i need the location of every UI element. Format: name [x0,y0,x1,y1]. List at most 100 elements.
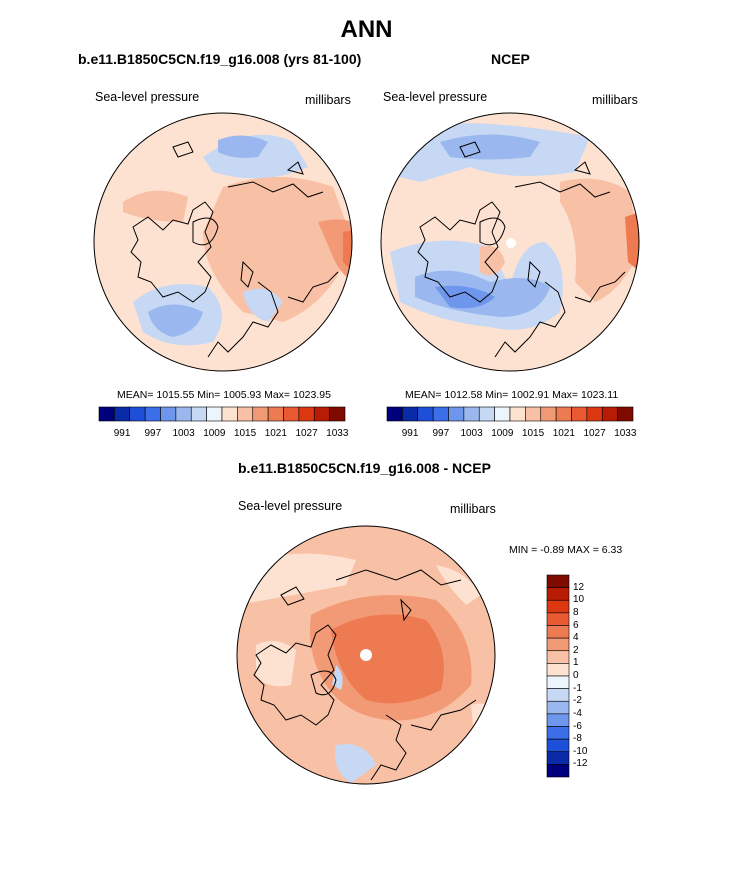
colorbar-box [237,406,254,422]
colorbar-box [114,406,131,422]
colorbar-box [546,764,570,778]
colorbar-tick-label: 1033 [326,428,349,439]
colorbar-box [509,406,526,422]
colorbar-tick-label: 1021 [552,428,575,439]
colorbar-box [298,406,315,422]
panel3-stats: MIN = -0.89 MAX = 6.33 [509,544,623,556]
colorbar-box [546,726,570,740]
colorbar-box [601,406,618,422]
colorbar-box [546,637,570,652]
colorbar-tick-label: -10 [573,745,588,757]
colorbar-tick-label: 1003 [172,428,195,439]
colorbar-box [494,406,511,422]
colorbar-box [386,406,403,422]
colorbar-box [525,406,542,422]
colorbar-tick-label: 991 [113,428,131,439]
colorbar-box [432,406,449,422]
panel2-stats: MEAN= 1012.58 Min= 1002.91 Max= 1023.11 [405,389,619,401]
colorbar-tick-label: 6 [573,619,579,631]
colorbar-tick-label: 8 [573,606,579,618]
colorbar-tick-label: 10 [573,594,585,606]
colorbar-box [546,751,570,765]
colorbar-box [546,663,570,677]
colorbar-box [546,738,570,753]
colorbar-box [313,406,330,422]
colorbar-box [160,406,177,422]
colorbar-tick-label: 2 [573,644,579,656]
colorbar-box [175,406,192,422]
colorbar-tick-label: 997 [432,428,450,439]
panel2-map [380,112,640,372]
colorbar-tick-label: 1015 [521,428,545,439]
colorbar-tick-label: -2 [573,695,582,707]
colorbar-box [463,406,480,422]
colorbar-tick-label: 997 [144,428,162,439]
panel2-title: NCEP [491,51,530,67]
panel1-variable-label: Sea-level pressure [95,90,200,104]
colorbar-box [417,406,434,422]
colorbar-tick-label: 1009 [491,428,514,439]
colorbar-tick-label: 1027 [295,428,318,439]
colorbar-tick-label: 4 [573,632,579,644]
colorbar-tick-label: 1033 [614,428,637,439]
panel1-colorbar [98,406,346,422]
colorbar-box [546,612,570,626]
colorbar-tick-label: 1009 [203,428,226,439]
colorbar-tick-label: 1015 [233,428,257,439]
panel2-variable-label: Sea-level pressure [383,90,488,104]
colorbar-box [546,675,570,689]
panel2-units-label: millibars [592,93,638,107]
colorbar-box [617,406,634,422]
colorbar-box [546,599,570,614]
panel3-title: b.e11.B1850C5CN.f19_g16.008 - NCEP [238,460,491,476]
colorbar-tick-label: -6 [573,720,582,732]
colorbar-tick-label: 1021 [264,428,287,439]
colorbar-tick-label: 1 [573,657,579,669]
colorbar-box [546,713,570,727]
panel1-map [93,112,353,372]
panel1-colorbar-ticks: 991 997 1003 1009 1015 1021 1027 1033 [99,428,349,442]
colorbar-tick-label: 12 [573,581,585,593]
panel3-map [236,525,496,785]
colorbar-box [98,406,115,422]
colorbar-box [144,406,161,422]
colorbar-box [206,406,223,422]
panel3-units-label: millibars [450,502,496,516]
colorbar-box [586,406,603,422]
panel1-stats: MEAN= 1015.55 Min= 1005.93 Max= 1023.95 [117,389,331,401]
colorbar-box [546,587,570,601]
colorbar-box [546,574,570,588]
colorbar-tick-label: -8 [573,733,582,745]
colorbar-box [329,406,346,422]
colorbar-tick-label: -1 [573,682,582,694]
colorbar-box [540,406,557,422]
colorbar-box [221,406,238,422]
colorbar-tick-label: -12 [573,758,588,770]
panel3-colorbar-ticks: 12 10 8 6 4 2 1 0 -1 -2 -4 -6 -8 -10 -12 [573,575,613,777]
colorbar-box [546,625,570,639]
colorbar-box [546,650,570,664]
panel3-variable-label: Sea-level pressure [238,499,343,513]
colorbar-box [546,700,570,715]
colorbar-tick-label: 991 [401,428,419,439]
panel3-colorbar [546,574,570,778]
colorbar-box [190,406,207,422]
colorbar-tick-label: 1003 [460,428,483,439]
panel1-units-label: millibars [305,93,351,107]
colorbar-box [252,406,269,422]
colorbar-tick-label: 1027 [583,428,606,439]
colorbar-box [571,406,588,422]
colorbar-box [283,406,300,422]
colorbar-box [129,406,146,422]
colorbar-box [267,406,284,422]
figure-title: ANN [340,16,393,43]
colorbar-box [478,406,495,422]
panel2-colorbar-ticks: 991 997 1003 1009 1015 1021 1027 1033 [387,428,637,442]
colorbar-box [555,406,572,422]
colorbar-box [546,688,570,702]
panel2-colorbar [386,406,634,422]
colorbar-box [402,406,419,422]
panel1-title: b.e11.B1850C5CN.f19_g16.008 (yrs 81-100) [78,51,362,67]
colorbar-tick-label: 0 [573,670,579,681]
colorbar-tick-label: -4 [573,707,582,719]
